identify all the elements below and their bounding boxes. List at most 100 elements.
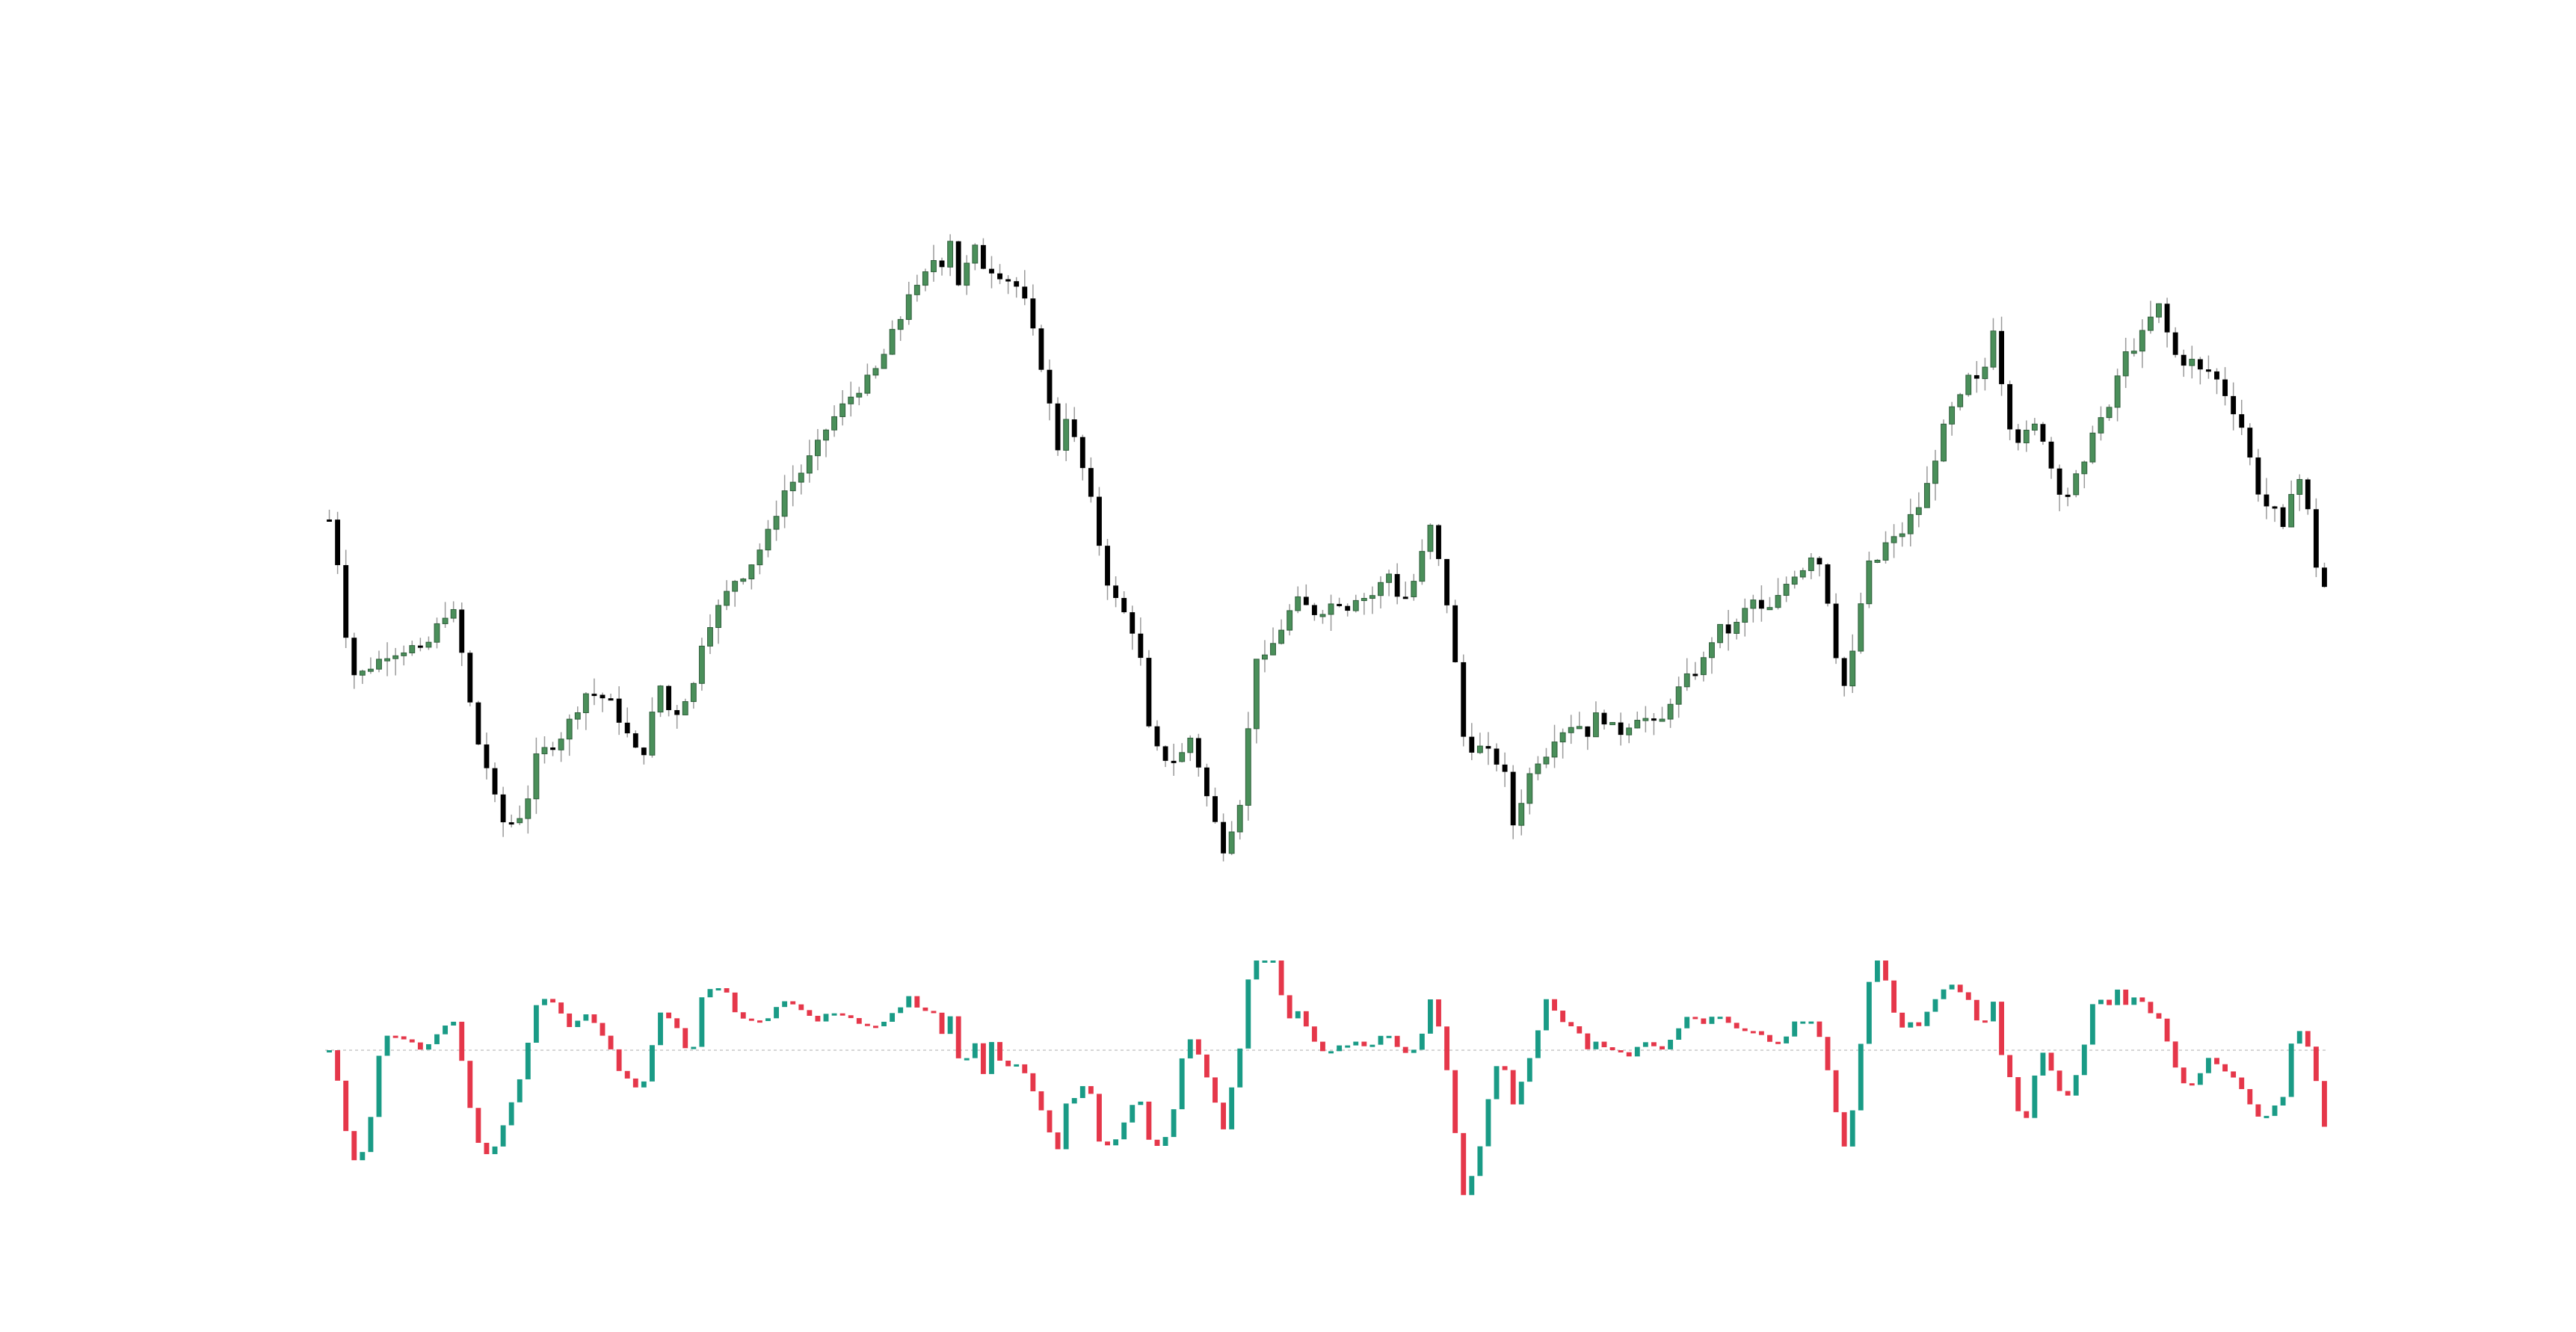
oscillator-bar [1337,1045,1343,1052]
candle-body-bearish [1079,437,1085,469]
oscillator-bar [1071,1098,1077,1104]
candle [1849,634,1856,694]
oscillator-bar [2222,1064,2228,1072]
candle [376,650,382,673]
candle-body-bullish [1063,419,1070,451]
candle [450,601,457,623]
candle [964,255,970,295]
oscillator-bar [1634,1046,1640,1057]
candle [1138,617,1144,666]
oscillator-bar [1105,1141,1110,1146]
candle-body-bearish [1758,599,1764,609]
candle-body-bullish [649,712,656,756]
candle [1113,576,1119,608]
candle-body-bearish [997,273,1002,280]
candle-body-bullish [698,645,705,684]
candle-body-bearish [2056,468,2062,495]
candle-body-bullish [525,798,531,819]
candle [1907,499,1914,546]
candle-body-bearish [1038,328,1044,370]
oscillator-bar [658,1012,663,1046]
candle [1957,392,1964,411]
candle-body-bullish [748,564,755,580]
oscillator-bar [641,1081,647,1088]
candle-body-bullish [1236,804,1243,833]
candle-body-bearish [1833,603,1839,659]
candle-body-bullish [1551,741,1558,758]
candle-body-bullish [889,329,896,355]
candle [1311,602,1317,621]
candle [1667,698,1674,728]
candle [484,733,490,780]
candle [1419,539,1426,585]
candle-body-bullish [972,244,979,264]
oscillator-bar [2156,1013,2162,1019]
oscillator-bar [798,1004,804,1011]
candle [608,693,614,701]
candle-body-bearish [1146,658,1152,727]
oscillator-bar [1784,1036,1790,1043]
oscillator-bar [1179,1058,1185,1109]
candle [1436,524,1441,567]
candle [1262,640,1268,673]
candle-body-bearish [1311,605,1317,615]
candle [591,678,597,706]
oscillator-bar [1750,1031,1756,1034]
candle [2073,469,2080,498]
candle-body-bullish [1957,394,1964,407]
candle [682,698,688,715]
oscillator-bar [1991,1002,1996,1022]
candle-body-bullish [1941,423,1947,462]
oscillator-bar [1742,1028,1748,1032]
candle-body-bearish [2015,429,2021,443]
candle-body-bullish [1642,718,1649,721]
candle [459,602,465,667]
candle [1510,765,1516,839]
candle-body-bullish [1923,483,1930,508]
candle [1825,563,1831,607]
candle [2264,478,2270,519]
candle-body-bearish [1601,712,1607,725]
oscillator-bar [1254,961,1260,980]
oscillator-bar [1717,1017,1723,1020]
candle-body-bearish [1055,403,1061,451]
candle [2023,420,2030,452]
oscillator-bar [666,1012,672,1019]
oscillator-bar [1353,1041,1359,1046]
candle-body-bearish [1171,760,1177,763]
candle-body-bullish [450,608,457,619]
oscillator-bar [1369,1044,1375,1047]
candle-body-bullish [1352,599,1359,611]
candle [1171,744,1177,776]
candle-body-bullish [897,318,904,330]
candle [2147,300,2154,334]
candle-body-bullish [1559,732,1566,743]
oscillator-bar [2131,997,2137,1005]
candle-body-bullish [1709,642,1715,659]
candle [1162,745,1168,768]
oscillator-bar [831,1013,837,1016]
candle [1833,593,1839,665]
candle [2172,327,2178,358]
candle-body-bullish [1775,595,1781,608]
candle-body-bullish [1369,595,1375,599]
oscillator-bar [583,1014,589,1021]
candle-body-bearish [1071,419,1077,437]
oscillator-bar [425,1043,431,1050]
candle-body-bullish [2156,303,2162,318]
candle [1783,576,1790,602]
candle-body-bearish [641,747,647,756]
candle [1476,733,1483,754]
candle [2065,487,2071,507]
oscillator-bar [2172,1041,2178,1068]
candle [2081,460,2088,489]
oscillator-bar [1494,1066,1500,1100]
oscillator-bar [1295,1011,1301,1019]
candle [698,638,705,691]
candle [1038,324,1044,372]
oscillator-bar [1320,1041,1325,1052]
candle-body-bearish [1402,596,1408,599]
oscillator-bar [1775,1041,1781,1044]
candle-body-bullish [1849,650,1856,687]
oscillator-bar [392,1035,398,1038]
